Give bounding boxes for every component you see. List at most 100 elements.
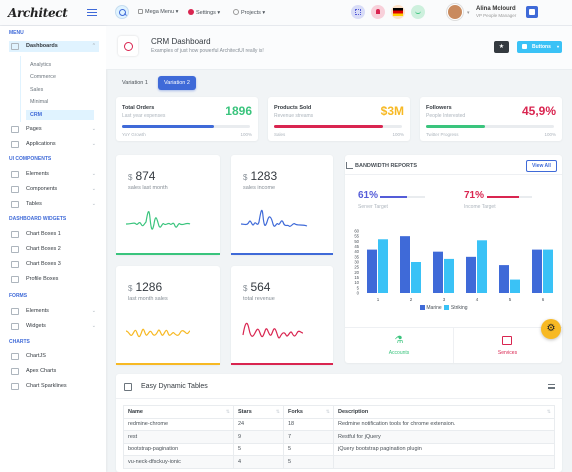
chevron-down-icon[interactable]: ▾	[467, 10, 470, 16]
y-tick-label: 60	[354, 229, 359, 234]
avatar[interactable]	[447, 4, 463, 20]
sidebar-item-label: ChartJS	[26, 353, 46, 359]
sidebar-item-chart-boxes-2[interactable]: Chart Boxes 2	[9, 244, 99, 255]
light-icon	[11, 308, 19, 315]
sparkline-card-last-month-sales: $1286 last month sales	[116, 266, 220, 365]
sidebar-item-label: Apex Charts	[26, 368, 57, 374]
stat-foot-value: 100%	[392, 132, 404, 137]
sidebar-item-dashboards[interactable]: Dashboards ⌃	[9, 41, 99, 52]
column-header-name[interactable]: Name	[123, 405, 234, 419]
sidebar-item-profile-boxes[interactable]: Profile Boxes	[9, 274, 99, 285]
graph-icon	[11, 353, 19, 360]
grid-icon	[138, 9, 143, 14]
user-calendar-button[interactable]	[526, 6, 538, 18]
sparkline-number: 1283	[250, 169, 278, 183]
card-accent-line	[231, 363, 333, 365]
mega-menu-dropdown[interactable]: Mega Menu ▾	[138, 9, 178, 15]
clock-icon	[233, 9, 239, 15]
projects-dropdown[interactable]: Projects ▾	[233, 9, 265, 16]
sidebar-item-form-widgets[interactable]: Widgets ⌄	[9, 321, 99, 332]
sidebar-item-chart-boxes-3[interactable]: Chart Boxes 3	[9, 259, 99, 270]
sidebar-toggle-icon[interactable]	[87, 9, 97, 16]
apps-grid-button[interactable]	[351, 5, 365, 19]
services-link[interactable]: Services	[497, 350, 518, 356]
accounts-link[interactable]: Accounts	[388, 350, 410, 356]
sidebar-section-charts: Charts	[9, 339, 30, 345]
sidebar-item-chart-boxes-1[interactable]: Chart Boxes 1	[9, 229, 99, 240]
buttons-dropdown[interactable]: Buttons	[517, 41, 562, 53]
menu-icon[interactable]	[548, 384, 555, 389]
sidebar-item-label: Dashboards	[26, 43, 58, 49]
sidebar-item-chart-sparklines[interactable]: Chart Sparklines	[9, 381, 99, 392]
sidebar-item-label: Profile Boxes	[26, 276, 59, 282]
app-header: Architect Mega Menu ▾ Settings ▾ Project…	[0, 0, 572, 26]
stat-value: 1896	[225, 104, 252, 118]
server-target-label: Server Target	[358, 204, 388, 210]
currency-symbol: $	[128, 173, 133, 182]
theme-settings-button[interactable]: ⚙	[541, 319, 561, 339]
table-row[interactable]: rest 9 7 Restful for jQuery	[123, 430, 555, 444]
stat-card-products: Products Sold Revenue streams $3M Sales …	[268, 97, 410, 141]
sidebar-item-commerce[interactable]: Commerce	[30, 74, 56, 80]
sidebar-item-elements[interactable]: Elements ⌄	[9, 169, 99, 180]
settings-dropdown[interactable]: Settings ▾	[188, 9, 220, 16]
sidebar-item-minimal[interactable]: Minimal	[30, 99, 49, 105]
tab-variation-2[interactable]: Variation 2	[158, 76, 196, 90]
stat-value: $3M	[380, 104, 404, 118]
sidebar-item-apex-charts[interactable]: Apex Charts	[9, 366, 99, 377]
stat-progress-fill	[274, 125, 383, 128]
sidebar-item-components[interactable]: Components ⌄	[9, 184, 99, 195]
sparkline-chart	[126, 328, 191, 338]
table-row[interactable]: redmine-chrome 24 18 Redmine notificatio…	[123, 417, 555, 431]
view-all-button[interactable]: View All	[526, 160, 557, 172]
stat-subtitle: Revenue streams	[274, 113, 314, 119]
sidebar-item-form-elements[interactable]: Elements ⌄	[9, 306, 99, 317]
sidebar-item-pages[interactable]: Pages ⌄	[9, 124, 99, 135]
stat-progress	[122, 125, 250, 128]
sparkline-chart	[241, 209, 308, 228]
currency-symbol: $	[128, 284, 133, 293]
y-tick-label: 55	[354, 234, 359, 239]
tab-variation-1[interactable]: Variation 1	[122, 80, 148, 86]
activity-button[interactable]	[411, 5, 425, 19]
sidebar-item-chartjs[interactable]: ChartJS	[9, 351, 99, 362]
chevron-down-icon: ⌄	[91, 201, 96, 207]
chart-icon	[346, 162, 353, 169]
table-row[interactable]: vu-neck-dfsckuy-ionic 4 5	[123, 455, 555, 469]
sparkline-value: $1283	[243, 169, 277, 183]
currency-symbol: $	[243, 284, 248, 293]
projects-label: Projects	[241, 10, 261, 16]
favorite-button[interactable]: ★	[494, 41, 509, 53]
notifications-button[interactable]	[371, 5, 385, 19]
card-accent-line	[116, 253, 220, 255]
sparkline-path	[126, 211, 191, 230]
cell-description: Redmine notification tools for chrome ex…	[333, 417, 555, 431]
app-logo[interactable]: Architect	[8, 6, 68, 20]
sparkline-value: $564	[243, 280, 270, 294]
sidebar-submenu-line	[20, 56, 21, 122]
bar-marine-6	[532, 249, 542, 293]
sidebar-item-sales[interactable]: Sales	[30, 87, 44, 93]
sidebar-item-label: Components	[26, 186, 58, 192]
sidebar-item-analytics[interactable]: Analytics	[30, 62, 52, 68]
sidebar-item-tables[interactable]: Tables ⌄	[9, 199, 99, 210]
language-button[interactable]	[391, 5, 405, 19]
column-header-forks[interactable]: Forks	[283, 405, 334, 419]
car-icon	[11, 186, 19, 193]
table-row[interactable]: bootstrap-pagination 5 5 jQuery bootstra…	[123, 442, 555, 456]
column-header-stars[interactable]: Stars	[233, 405, 284, 419]
table-title: Easy Dynamic Tables	[141, 383, 208, 390]
chevron-up-icon: ⌃	[91, 43, 96, 49]
chevron-down-icon: ⌄	[91, 186, 96, 192]
column-header-description[interactable]: Description	[333, 405, 555, 419]
x-tick-label: 3	[443, 297, 446, 302]
divider	[345, 174, 562, 175]
cell-description: jQuery bootstrap pagination plugin	[333, 442, 555, 456]
bar-striking-4	[477, 240, 487, 293]
search-icon[interactable]	[115, 5, 129, 19]
sidebar-item-applications[interactable]: Applications ⌄	[9, 139, 99, 150]
divider	[453, 327, 454, 363]
user-role: VP People Manager	[476, 13, 517, 18]
sidebar-item-crm[interactable]: CRM	[26, 110, 94, 120]
y-tick-label: 45	[354, 244, 359, 249]
